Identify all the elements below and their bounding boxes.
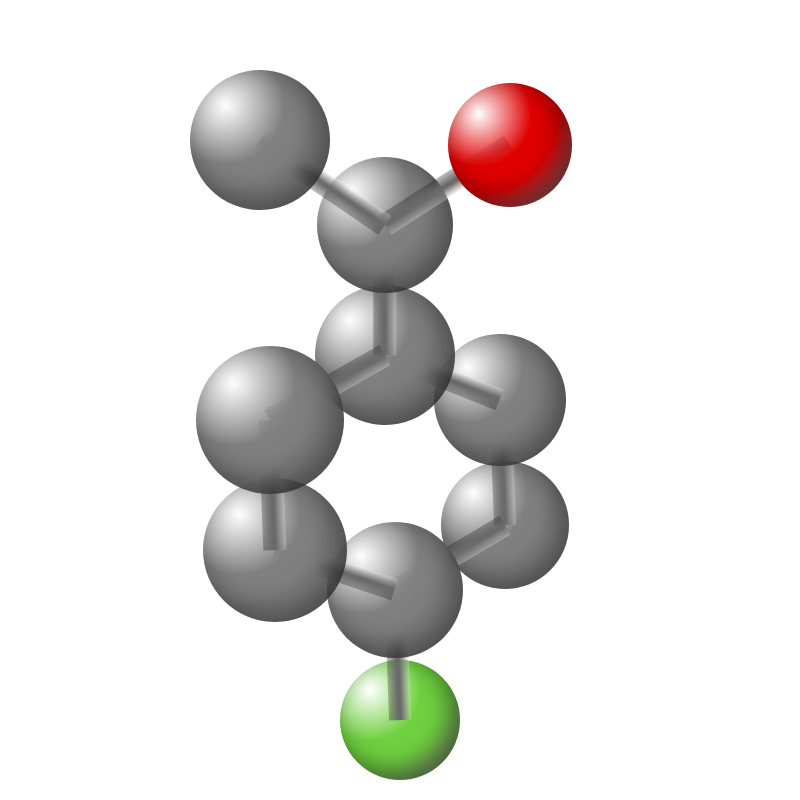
molecule-diagram <box>0 0 800 800</box>
oxygen-atom <box>448 83 572 207</box>
carbon-atom <box>196 346 344 494</box>
carbon-atom <box>190 70 330 210</box>
